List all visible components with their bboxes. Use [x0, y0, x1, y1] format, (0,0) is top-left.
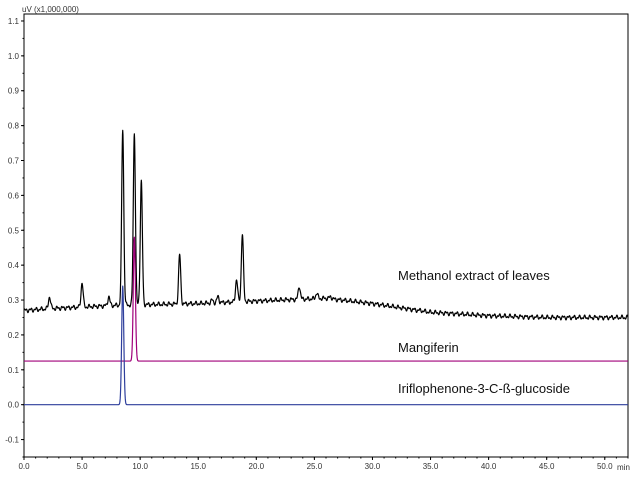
y-tick-label: 0.5: [8, 226, 20, 235]
annotation-methanol-extract: Methanol extract of leaves: [398, 268, 550, 283]
x-tick-label: 25.0: [307, 462, 323, 471]
y-tick-label: 0.3: [8, 296, 20, 305]
y-tick-label: 0.1: [8, 366, 20, 375]
x-tick-label: 30.0: [365, 462, 381, 471]
annotation-mangiferin: Mangiferin: [398, 340, 459, 355]
x-tick-label: 40.0: [481, 462, 497, 471]
y-tick-label: 0.6: [8, 191, 20, 200]
x-tick-label: 35.0: [423, 462, 439, 471]
y-axis-label: uV (x1,000,000): [22, 5, 79, 14]
y-tick-label: 0.9: [8, 87, 20, 96]
y-tick-label: 1.1: [8, 17, 20, 26]
y-tick-label: -0.1: [5, 436, 19, 445]
traces: [23, 129, 629, 406]
annotation-iriflophenone: Iriflophenone-3-C-ß-glucoside: [398, 381, 570, 396]
x-tick-label: 20.0: [249, 462, 265, 471]
x-axis-label: min: [617, 463, 630, 472]
y-tick-label: 0.8: [8, 122, 20, 131]
x-tick-label: 5.0: [77, 462, 89, 471]
y-tick-label: 0.7: [8, 157, 20, 166]
x-axis-ticks: 0.0 5.0 10.0 15.0 20.0 25.0 30.0 35.0 40.0 45.0 50…: [18, 457, 629, 471]
x-tick-label: 0.0: [18, 462, 30, 471]
x-tick-label: 10.0: [132, 462, 148, 471]
y-axis-ticks: -0.1 0.0 0.1 0.2 0.3 0.4 0.5 0.6 0.7 0.8 0.9 1.0 1.1: [5, 17, 24, 458]
x-tick-label: 50.0: [597, 462, 613, 471]
y-tick-label: 1.0: [8, 52, 20, 61]
y-tick-label: 0.0: [8, 401, 20, 410]
y-tick-label: 0.4: [8, 261, 20, 270]
y-tick-label: 0.2: [8, 331, 20, 340]
series-trace: [23, 285, 629, 406]
x-tick-label: 45.0: [539, 462, 555, 471]
series-trace: [23, 129, 629, 321]
x-tick-label: 15.0: [190, 462, 206, 471]
